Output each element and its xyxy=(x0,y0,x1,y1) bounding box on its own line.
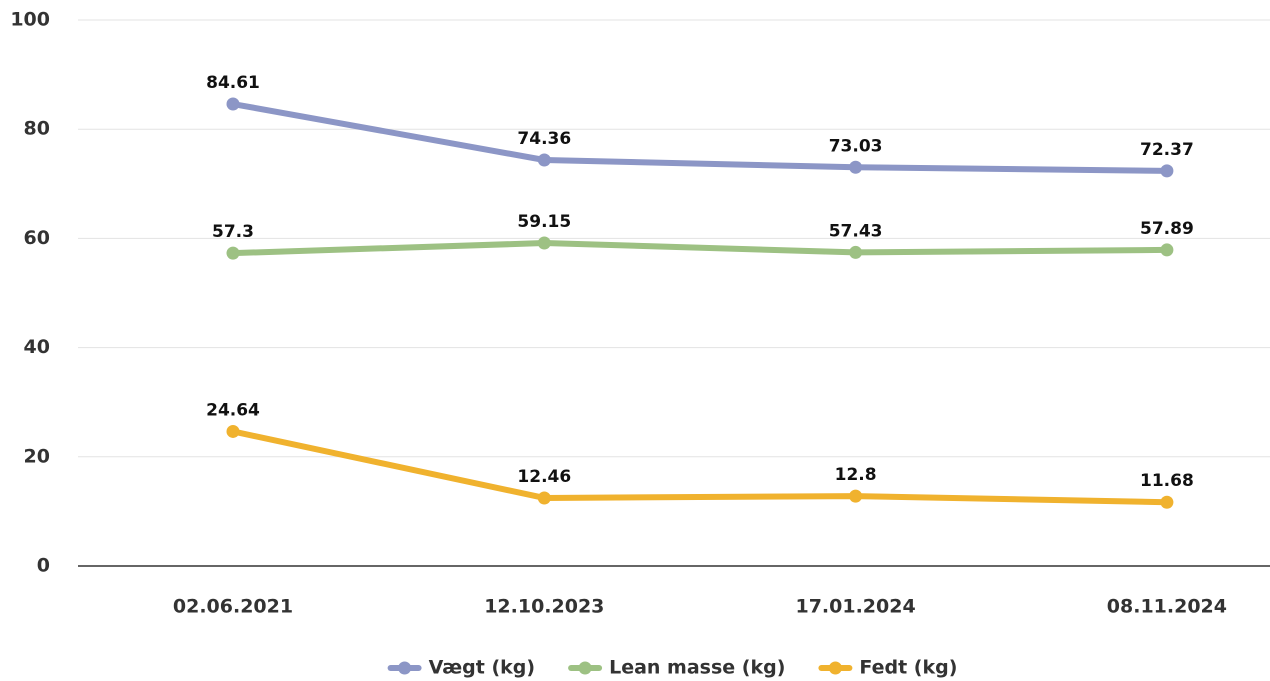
series-line xyxy=(230,240,1170,257)
x-tick-label: 08.11.2024 xyxy=(1107,596,1227,618)
y-tick-label: 40 xyxy=(24,336,50,358)
point xyxy=(537,491,551,505)
y-tick-label: 20 xyxy=(24,445,50,467)
point xyxy=(1160,243,1174,257)
data-label: 24.64 xyxy=(206,400,260,420)
legend-label: Fedt (kg) xyxy=(859,657,957,679)
y-tick-label: 80 xyxy=(24,118,50,140)
data-label: 12.8 xyxy=(835,465,877,485)
legend: Vægt (kg) Lean masse (kg) Fedt (kg) xyxy=(387,657,957,679)
data-label: 57.89 xyxy=(1140,219,1194,239)
y-tick-label: 60 xyxy=(24,227,50,249)
point xyxy=(537,153,551,167)
y-tick-label: 0 xyxy=(37,555,50,577)
data-label: 57.3 xyxy=(212,222,254,242)
series-line xyxy=(230,428,1170,506)
point xyxy=(849,489,863,503)
legend-label: Lean masse (kg) xyxy=(609,657,785,679)
point xyxy=(226,246,240,260)
x-tick-label: 17.01.2024 xyxy=(795,596,915,618)
data-label: 84.61 xyxy=(206,73,260,93)
legend-swatch xyxy=(578,661,592,675)
data-label: 73.03 xyxy=(829,136,883,156)
data-label: 57.43 xyxy=(829,221,883,241)
y-tick-label: 100 xyxy=(10,9,50,31)
point xyxy=(226,424,240,438)
point xyxy=(849,245,863,259)
point xyxy=(849,160,863,174)
series-line xyxy=(230,101,1170,174)
data-label: 11.68 xyxy=(1140,471,1194,491)
point xyxy=(226,97,240,111)
legend-label: Vægt (kg) xyxy=(429,657,535,679)
legend-swatch xyxy=(828,661,842,675)
data-label: 59.15 xyxy=(517,212,571,232)
point xyxy=(1160,164,1174,178)
x-tick-label: 02.06.2021 xyxy=(173,596,293,618)
point xyxy=(1160,495,1174,509)
data-label: 72.37 xyxy=(1140,140,1194,160)
legend-swatch xyxy=(398,661,412,675)
data-label: 12.46 xyxy=(517,467,571,487)
x-tick-label: 12.10.2023 xyxy=(484,596,604,618)
point xyxy=(537,236,551,250)
data-label: 74.36 xyxy=(517,129,571,149)
